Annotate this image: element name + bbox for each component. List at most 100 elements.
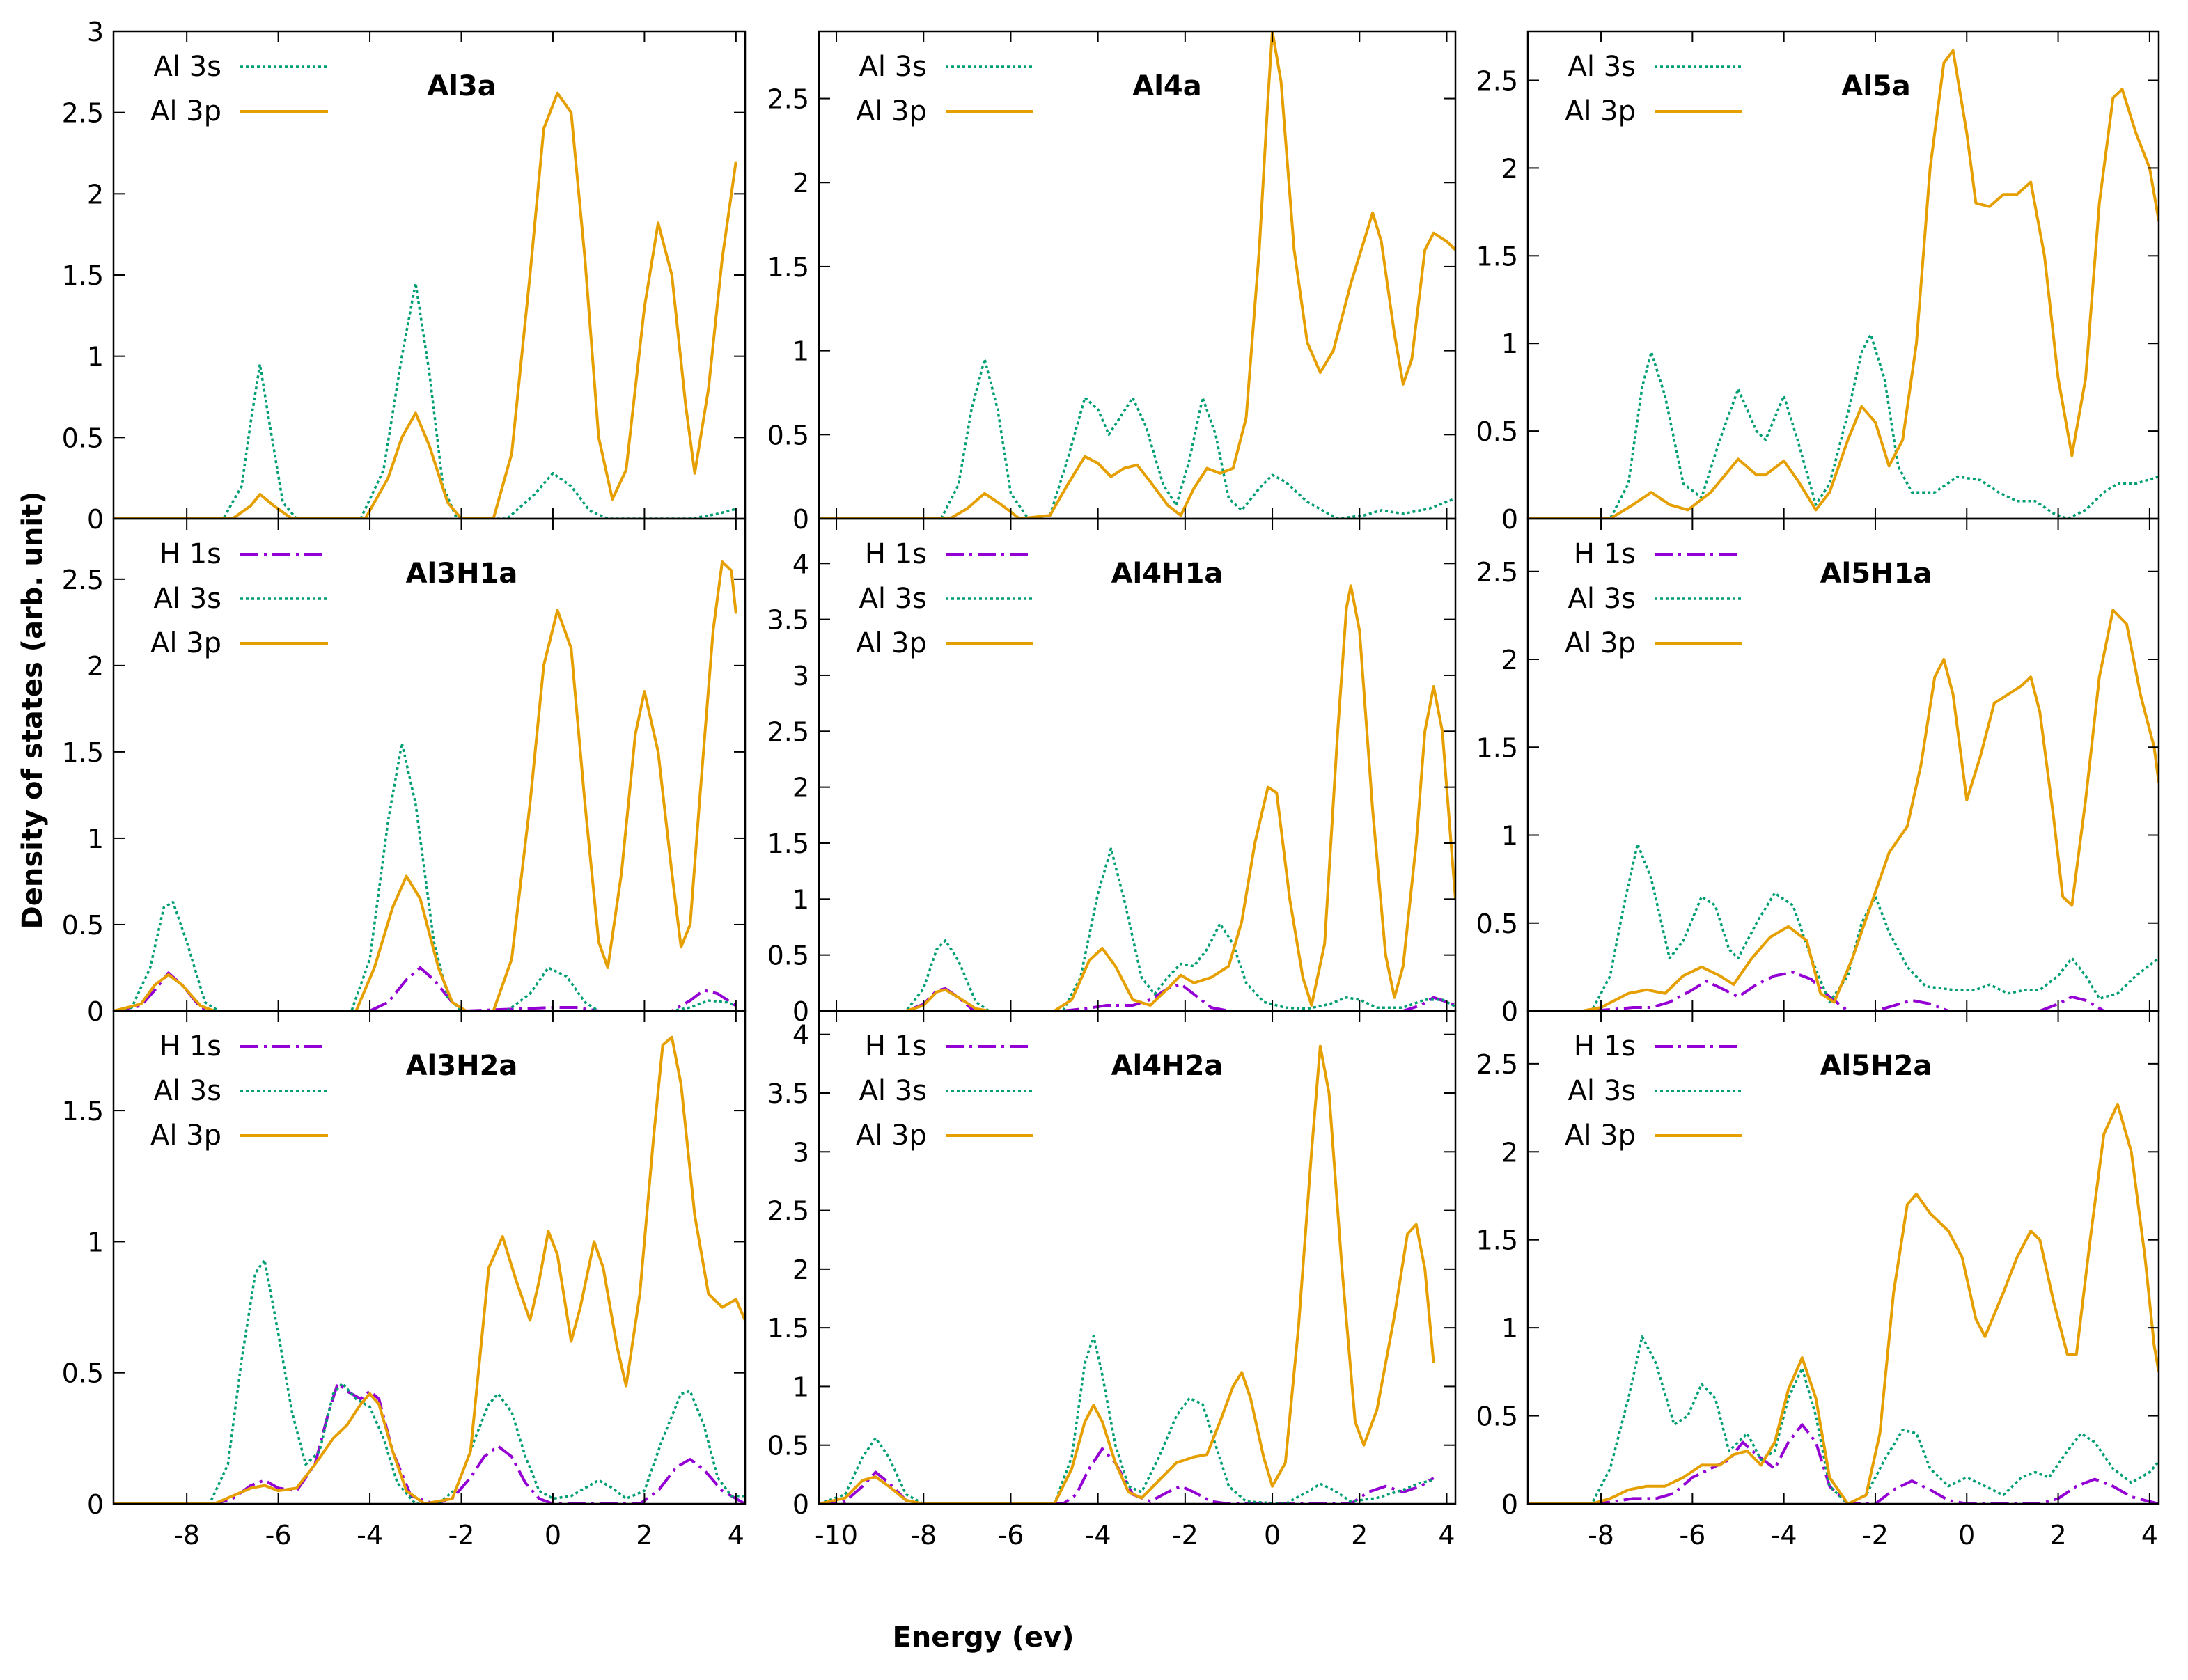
- x-tick-label: -2: [1862, 1520, 1889, 1551]
- x-tick-label: -4: [1085, 1520, 1111, 1551]
- panel-title: Al4H2a: [1111, 1050, 1224, 1082]
- y-tick-label: 2.5: [1476, 1049, 1518, 1080]
- y-tick-label: 0: [1501, 1489, 1518, 1520]
- y-tick-label: 3: [792, 1137, 809, 1168]
- dos-panel: 0 0.5 1 1.5 2 2.5 3 3.5 4 Al4H1a H 1s Al 3s Al 3p: [767, 517, 1457, 1027]
- dos-panel: 0 0.5 1 1.5 2 2.5 3 Al3a Al 3s Al 3p: [62, 17, 747, 535]
- y-tick-label: 1.5: [767, 252, 809, 283]
- legend-label: H 1s: [1574, 1030, 1636, 1062]
- y-tick-label: 2.5: [767, 716, 809, 747]
- legend-label: Al 3p: [150, 1120, 221, 1152]
- y-tick-label: 2: [87, 179, 104, 210]
- legend-label: H 1s: [865, 538, 927, 570]
- y-tick-label: 2.5: [767, 84, 809, 115]
- x-axis-title: Energy (ev): [892, 1622, 1074, 1654]
- series-line: [1528, 49, 2159, 519]
- x-tick-label: 0: [1958, 1520, 1975, 1551]
- series-line: [819, 357, 1455, 519]
- y-axis-title: Density of states (arb. unit): [17, 492, 49, 929]
- legend-label: Al 3s: [859, 51, 927, 83]
- y-tick-label: 0: [87, 504, 104, 535]
- x-tick-label: -4: [357, 1520, 383, 1551]
- x-tick-label: -8: [910, 1520, 937, 1551]
- x-tick-label: -10: [815, 1520, 858, 1551]
- series-line: [819, 31, 1455, 519]
- legend-label: Al 3p: [856, 95, 927, 127]
- y-tick-label: 0.5: [767, 1431, 809, 1461]
- legend-label: Al 3s: [154, 1075, 221, 1107]
- series-line: [114, 741, 737, 1011]
- y-tick-label: 0: [792, 996, 809, 1027]
- x-tick-label: -6: [265, 1520, 292, 1551]
- x-tick-label: 4: [728, 1520, 744, 1551]
- legend-label: Al 3p: [1565, 627, 1636, 659]
- panel-title: Al5H1a: [1820, 558, 1932, 590]
- series-line: [819, 1044, 1435, 1504]
- y-tick-label: 0.5: [767, 941, 809, 971]
- y-tick-label: 1: [1501, 821, 1518, 851]
- y-tick-label: 3: [792, 661, 809, 691]
- y-tick-label: 1.5: [62, 737, 104, 768]
- y-tick-label: 1.5: [767, 1313, 809, 1344]
- x-tick-label: -8: [1588, 1520, 1614, 1551]
- x-tick-label: -2: [448, 1520, 475, 1551]
- dos-panel: 0 0.5 1 1.5 2 2.5 Al4a Al 3s Al 3p: [767, 30, 1457, 535]
- series-line: [114, 1259, 745, 1504]
- legend-label: Al 3p: [150, 95, 221, 127]
- dos-panel: 0 0.5 1 1.5 2 2.5 3 3.5 4 -10 -8 -6 -4 -2 0 2 4 Al4H2a H 1…: [767, 1010, 1457, 1551]
- series-line: [1528, 1103, 2159, 1504]
- plot-frame: [1526, 1010, 2160, 1505]
- y-tick-label: 1: [792, 884, 809, 915]
- y-tick-label: 1: [87, 1227, 104, 1257]
- panel-title: Al5H2a: [1820, 1050, 1932, 1082]
- y-tick-label: 1: [1501, 1313, 1518, 1344]
- y-tick-label: 0: [87, 996, 104, 1027]
- y-tick-label: 1.5: [767, 829, 809, 859]
- y-tick-label: 0: [1501, 996, 1518, 1027]
- x-tick-label: 0: [1264, 1520, 1281, 1551]
- y-tick-label: 0: [792, 504, 809, 535]
- y-tick-label: 0.5: [767, 420, 809, 450]
- legend-label: Al 3p: [856, 627, 927, 659]
- y-tick-label: 2: [1501, 645, 1518, 675]
- y-tick-label: 0.5: [1476, 1402, 1518, 1432]
- legend-label: Al 3s: [859, 1075, 927, 1107]
- y-tick-label: 0.5: [62, 1358, 104, 1389]
- y-tick-label: 2: [1501, 153, 1518, 184]
- series-line: [114, 966, 737, 1011]
- series-line: [1528, 1423, 2159, 1504]
- y-tick-label: 2: [792, 1255, 809, 1285]
- y-tick-label: 1: [87, 342, 104, 372]
- legend-label: Al 3s: [1568, 583, 1636, 615]
- legend-label: Al 3s: [154, 51, 221, 83]
- plot-frame: [112, 1010, 747, 1505]
- y-tick-label: 3.5: [767, 605, 809, 636]
- dos-panel: 0 0.5 1 1.5 2 2.5 -8 -6 -4 -2 0 2 4 Al5H2a H 1s Al 3s Al…: [1476, 1010, 2160, 1551]
- y-tick-label: 1: [1501, 329, 1518, 359]
- y-tick-label: 2.5: [1476, 557, 1518, 588]
- y-tick-label: 1: [87, 824, 104, 854]
- legend-label: H 1s: [1574, 538, 1636, 570]
- legend-label: Al 3s: [154, 583, 221, 615]
- legend-label: H 1s: [159, 1030, 221, 1062]
- y-tick-label: 0: [1501, 504, 1518, 535]
- legend-label: Al 3p: [150, 627, 221, 659]
- panel-title: Al3H1a: [406, 558, 518, 590]
- y-tick-label: 2.5: [767, 1196, 809, 1227]
- x-tick-label: 2: [2049, 1520, 2066, 1551]
- legend-label: Al 3p: [856, 1120, 927, 1152]
- dos-panel: 0 0.5 1 1.5 2 2.5 Al5H1a H 1s Al 3s Al 3p: [1476, 517, 2160, 1027]
- panel-title: Al3H2a: [406, 1050, 518, 1082]
- y-tick-label: 3: [87, 17, 104, 47]
- y-tick-label: 0.5: [1476, 909, 1518, 939]
- x-tick-label: 0: [545, 1520, 561, 1551]
- series-line: [114, 1381, 745, 1504]
- y-tick-label: 1.5: [62, 1096, 104, 1126]
- series-line: [819, 1335, 1435, 1504]
- y-tick-label: 2: [792, 168, 809, 198]
- y-tick-label: 2.5: [1476, 66, 1518, 97]
- legend-label: Al 3p: [1565, 1120, 1636, 1152]
- series-line: [114, 91, 737, 519]
